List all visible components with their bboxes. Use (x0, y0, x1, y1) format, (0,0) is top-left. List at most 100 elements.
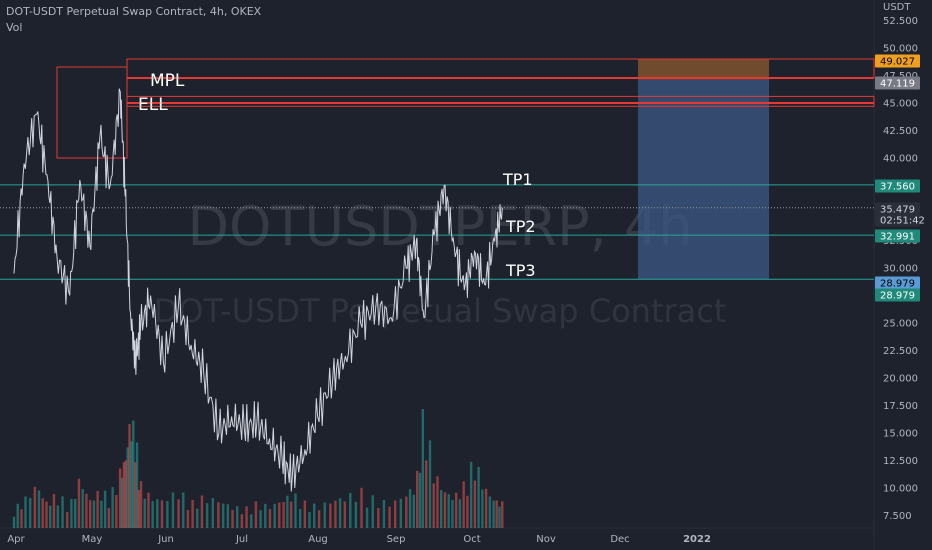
range-box (56, 66, 128, 159)
volume-bar (393, 500, 397, 528)
volume-bar (254, 501, 258, 528)
volume-bar (432, 483, 435, 528)
y-tick-label: 17.500 (883, 401, 918, 412)
volume-bar (481, 489, 484, 528)
volume-bar (289, 501, 293, 528)
volume-bar (454, 492, 458, 528)
volume-bar (171, 492, 175, 528)
volume-bar (349, 492, 352, 528)
volume-bar (323, 502, 326, 528)
volume-bar (498, 506, 501, 528)
volume-bar (16, 503, 19, 528)
volume-bar (492, 500, 495, 528)
volume-bar (52, 494, 56, 528)
volume-bar (20, 509, 23, 528)
volume-bar (12, 516, 16, 528)
volume-bar (488, 496, 492, 528)
y-tick-label: 50.000 (883, 44, 918, 55)
volume-bar (343, 501, 346, 528)
volume-bar (440, 490, 443, 528)
y-tick-label: 7.500 (883, 511, 912, 522)
volume-bar (382, 499, 386, 528)
y-tick-label: 45.000 (883, 99, 918, 110)
price-label-text: 37.560 (880, 182, 915, 193)
volume-bar (130, 441, 133, 528)
volume-bar (418, 472, 422, 528)
volume-bar (135, 442, 139, 528)
volume-bar (484, 488, 488, 528)
volume-bar (182, 492, 185, 528)
volume-bar (143, 498, 146, 528)
volume-bar (111, 487, 114, 528)
price-label-text: 47.119 (880, 79, 915, 90)
volume-bar (428, 440, 432, 528)
price-label-countdown (875, 213, 920, 227)
price-label-stop (875, 54, 920, 68)
volume-bar (436, 476, 439, 528)
volume-bar (151, 501, 154, 528)
volume-bar (338, 498, 342, 528)
level-label-tp2: TP2 (505, 217, 536, 236)
x-tick-label: Jul (235, 534, 248, 545)
volume-bar (371, 495, 374, 528)
volume-bar (156, 499, 159, 528)
volume-bar (312, 503, 316, 528)
watermark-symbol: DOTUSDTPERP, 4h (187, 195, 692, 258)
volume-bar (118, 468, 122, 528)
volume-bar (462, 481, 465, 528)
volume-bar (501, 501, 504, 528)
volume-bar (147, 492, 150, 528)
volume-bar (45, 501, 48, 528)
y-tick-label: 40.000 (883, 154, 918, 165)
volume-bar (124, 460, 127, 528)
price-label-text: 28.979 (880, 291, 915, 302)
volume-bar (56, 505, 60, 528)
x-tick-label: Jun (157, 534, 174, 545)
volume-bar (329, 503, 332, 528)
volume-bar (405, 496, 408, 528)
volume-bar (273, 503, 276, 528)
watermark-description: DOT-USDT Perpetual Swap Contract (154, 292, 727, 330)
volume-bar (85, 493, 88, 528)
volume-bar (282, 502, 285, 528)
price-label-target (875, 276, 920, 290)
volume-bar (61, 496, 64, 528)
volume-bar (425, 460, 428, 528)
volume-bar (308, 512, 311, 528)
price-label-tp (875, 288, 920, 302)
volume-bar (466, 495, 469, 528)
price-label-entry (875, 76, 920, 90)
volume-bar (268, 509, 272, 528)
price-label-current (875, 202, 920, 216)
volume-bar (128, 423, 131, 528)
price-label-tp (875, 179, 920, 193)
volume-bar (286, 495, 289, 528)
volume-bar (412, 494, 416, 528)
volume-bar (354, 501, 358, 528)
y-tick-label: 30.000 (883, 264, 918, 275)
volume-bar (122, 462, 126, 528)
volume-bar (240, 514, 244, 528)
volume-bar (70, 498, 73, 528)
volume-bar (28, 497, 32, 528)
volume-bar (88, 500, 92, 528)
volume-bar (416, 470, 419, 528)
y-tick-label: 52.500 (883, 16, 918, 27)
level-label-tp1: TP1 (502, 170, 533, 189)
volume-bar (399, 498, 402, 528)
price-label-text: 02:51:42 (880, 216, 925, 227)
x-tick-label: May (82, 534, 103, 545)
volume-bar (477, 466, 480, 528)
volume-bar (177, 499, 180, 528)
volume-bar (77, 478, 81, 528)
level-label-tp3: TP3 (505, 261, 536, 280)
volume-bar (264, 503, 267, 528)
volume-bar (115, 494, 118, 528)
price-label-text: 28.979 (880, 279, 915, 290)
short-stop-zone (638, 58, 769, 80)
volume-bar (160, 500, 164, 528)
volume-bar (317, 510, 321, 528)
y-tick-label: 15.000 (883, 429, 918, 440)
volume-bar (231, 509, 234, 528)
